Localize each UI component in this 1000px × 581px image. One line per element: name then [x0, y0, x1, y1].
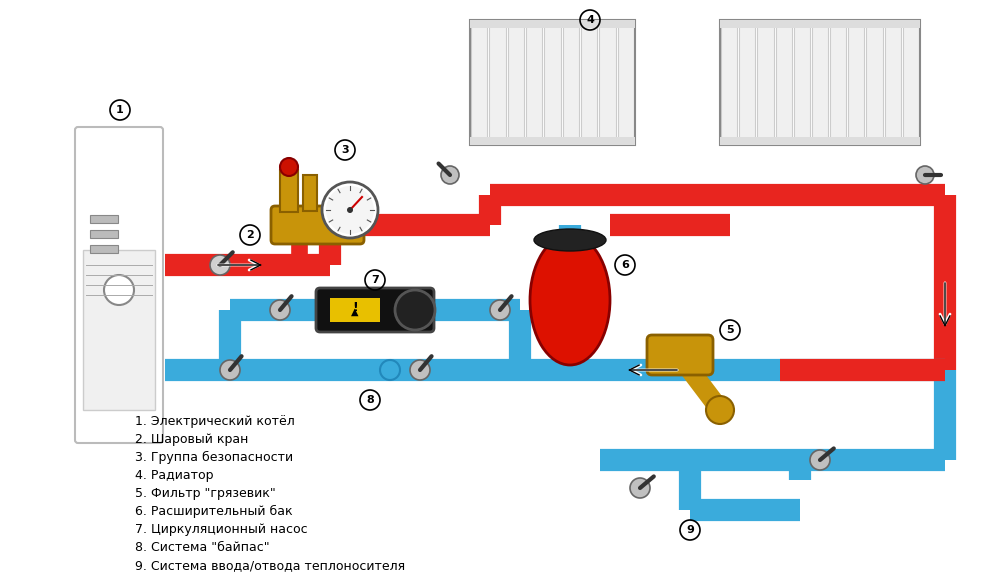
Text: 1: 1: [116, 105, 124, 115]
Bar: [720, 137, 920, 145]
Text: 5: 5: [726, 325, 734, 335]
Circle shape: [706, 396, 734, 424]
Circle shape: [220, 360, 240, 380]
Bar: [776, 22, 792, 143]
Circle shape: [347, 207, 353, 213]
Bar: [471, 22, 487, 143]
Text: 4. Радиатор: 4. Радиатор: [135, 469, 214, 482]
Bar: [885, 22, 901, 143]
Circle shape: [916, 166, 934, 184]
Text: 1. Электрический котёл: 1. Электрический котёл: [135, 415, 295, 428]
Circle shape: [104, 275, 134, 305]
FancyBboxPatch shape: [75, 127, 163, 443]
Bar: [721, 22, 737, 143]
Text: 7. Циркуляционный насос: 7. Циркуляционный насос: [135, 523, 308, 536]
Circle shape: [210, 255, 230, 275]
Text: 2: 2: [246, 230, 254, 240]
Bar: [581, 22, 597, 143]
Circle shape: [410, 360, 430, 380]
Text: 2. Шаровый кран: 2. Шаровый кран: [135, 433, 248, 446]
Bar: [280, 170, 298, 212]
Text: 8. Система "байпас": 8. Система "байпас": [135, 541, 270, 554]
Circle shape: [270, 300, 290, 320]
Bar: [563, 22, 579, 143]
Circle shape: [441, 166, 459, 184]
Text: 4: 4: [586, 15, 594, 25]
Bar: [470, 20, 635, 145]
Bar: [599, 22, 616, 143]
Bar: [470, 20, 635, 28]
Circle shape: [380, 360, 400, 380]
Bar: [739, 22, 755, 143]
Bar: [757, 22, 774, 143]
Text: 3. Группа безопасности: 3. Группа безопасности: [135, 451, 293, 464]
Circle shape: [280, 158, 298, 176]
Bar: [794, 22, 810, 143]
Ellipse shape: [534, 229, 606, 251]
Bar: [903, 22, 919, 143]
Text: 5. Фильтр "грязевик": 5. Фильтр "грязевик": [135, 487, 276, 500]
Bar: [470, 137, 635, 145]
FancyBboxPatch shape: [271, 206, 364, 244]
Bar: [544, 22, 561, 143]
FancyBboxPatch shape: [647, 335, 713, 375]
Circle shape: [395, 290, 435, 330]
Text: 9: 9: [686, 525, 694, 535]
Bar: [720, 20, 920, 28]
Text: 9. Система ввода/отвода теплоносителя: 9. Система ввода/отвода теплоносителя: [135, 559, 405, 572]
Text: ▲: ▲: [351, 307, 359, 317]
Bar: [618, 22, 634, 143]
Bar: [720, 20, 920, 145]
Bar: [90, 215, 118, 223]
Circle shape: [490, 300, 510, 320]
Text: 7: 7: [371, 275, 379, 285]
Bar: [866, 22, 883, 143]
Bar: [812, 22, 828, 143]
Bar: [303, 175, 317, 211]
Bar: [330, 298, 380, 322]
Text: 6: 6: [621, 260, 629, 270]
Ellipse shape: [530, 235, 610, 365]
Text: 8: 8: [366, 395, 374, 405]
Text: 3: 3: [341, 145, 349, 155]
Circle shape: [326, 186, 374, 234]
FancyBboxPatch shape: [316, 288, 434, 332]
Bar: [508, 22, 524, 143]
Circle shape: [630, 478, 650, 498]
Bar: [830, 22, 846, 143]
Circle shape: [810, 450, 830, 470]
Bar: [83, 250, 155, 410]
Bar: [489, 22, 506, 143]
Bar: [90, 230, 118, 238]
Text: !: !: [352, 300, 358, 314]
Circle shape: [322, 182, 378, 238]
Bar: [90, 245, 118, 253]
Bar: [526, 22, 542, 143]
Text: 6. Расширительный бак: 6. Расширительный бак: [135, 505, 293, 518]
Bar: [848, 22, 864, 143]
